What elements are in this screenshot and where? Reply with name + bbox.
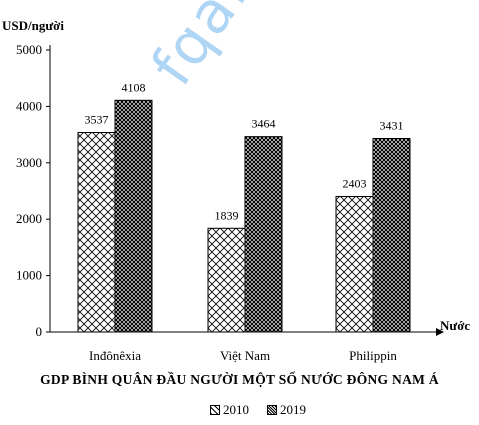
data-label: 2403 [343, 176, 367, 190]
chart-labels: 0 1000 2000 3000 4000 5000 3537 4108 Inđônêxia 18… [16, 42, 404, 363]
y-tick-label: 4000 [16, 98, 42, 113]
data-label: 3431 [380, 118, 404, 132]
legend-label-2010: 2010 [223, 402, 249, 417]
bar-2010-0 [77, 132, 116, 333]
data-label: 3537 [85, 113, 109, 127]
category-label: Inđônêxia [89, 348, 141, 363]
legend-item-2019: 2019 [267, 402, 306, 418]
bar-2010-1 [207, 227, 246, 333]
y-tick-label: 1000 [16, 268, 42, 283]
bar-2019-2 [372, 137, 411, 333]
data-label: 3464 [252, 117, 276, 131]
y-tick-label: 0 [36, 324, 43, 339]
x-axis-arrow [436, 328, 444, 336]
category-label: Philippin [349, 348, 397, 363]
data-label: 1839 [215, 208, 239, 222]
y-tick-label: 3000 [16, 155, 42, 170]
chart-bars [77, 99, 411, 333]
bar-2019-1 [244, 136, 283, 333]
chart-title: GDP BÌNH QUÂN ĐẦU NGƯỜI MỘT SỐ NƯỚC ĐÔNG… [40, 372, 439, 387]
legend-label-2019: 2019 [280, 402, 306, 417]
bar-2010-2 [335, 195, 374, 333]
legend-item-2010: 2010 [210, 402, 249, 418]
legend-swatch-2019 [267, 405, 277, 415]
data-label: 4108 [122, 80, 146, 94]
bar-2019-0 [114, 99, 153, 333]
y-tick-label: 5000 [16, 42, 42, 57]
y-axis-label: USD/người [2, 18, 64, 33]
legend-swatch-2010 [210, 405, 220, 415]
category-label: Việt Nam [220, 348, 270, 363]
y-tick-label: 2000 [16, 211, 42, 226]
chart-legend: 2010 2019 [210, 402, 320, 418]
x-axis-label: Nước [440, 318, 471, 333]
